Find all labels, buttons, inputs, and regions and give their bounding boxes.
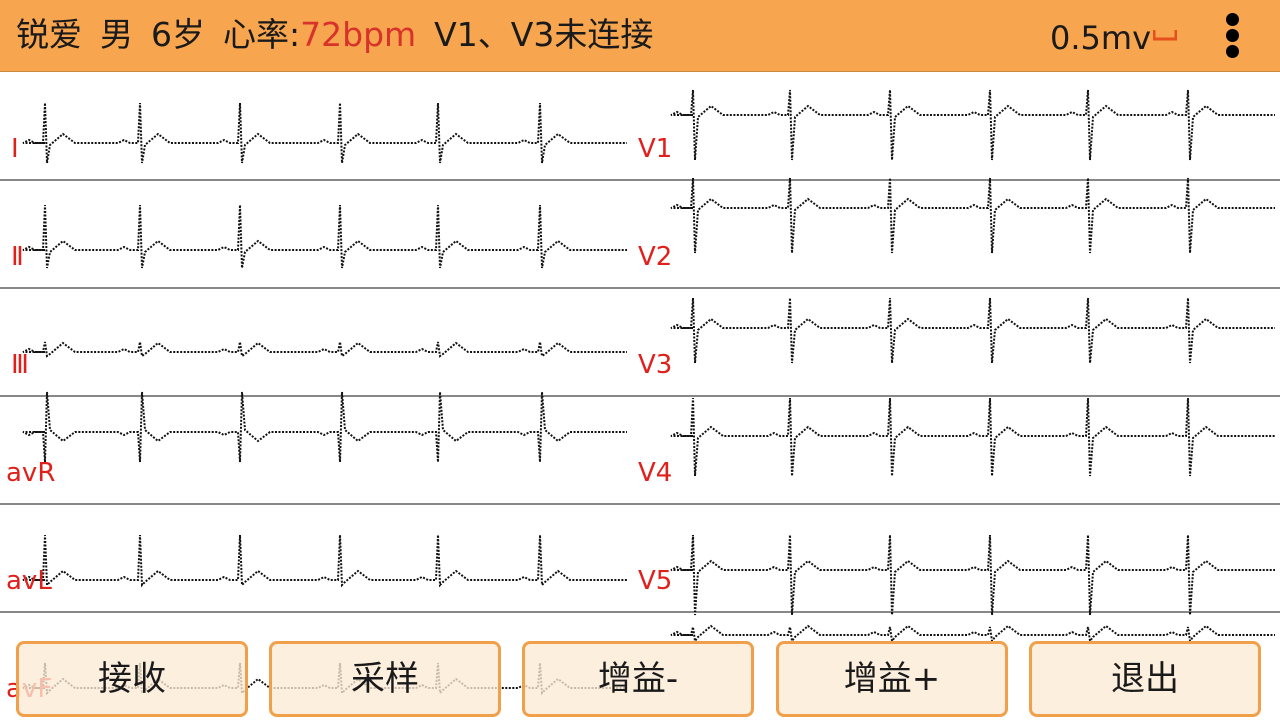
trace-V6-partial [670, 624, 1275, 644]
trace-V2 [670, 177, 1275, 254]
gain-value: 0.5mv [1050, 19, 1151, 57]
trace-I [22, 102, 627, 164]
lead-label-avL: avL [6, 566, 52, 596]
more-vert-icon[interactable] [1218, 10, 1246, 64]
patient-info: 锐爱男 6岁 心率:72bpm V1、V3未连接 [16, 15, 653, 55]
heart-rate-value: 72bpm [300, 15, 417, 54]
calibration-bracket-icon [1153, 30, 1177, 41]
trace-avR [22, 391, 627, 463]
trace-II [22, 204, 627, 269]
lead-status: V1、V3未连接 [434, 15, 654, 54]
ecg-waveforms [0, 89, 1280, 696]
sample-button[interactable]: 采样 [269, 641, 501, 717]
trace-avL [22, 534, 627, 588]
gain-up-button[interactable]: 增益+ [776, 641, 1008, 717]
trace-III [22, 341, 627, 358]
heart-rate-label: 心率: [223, 15, 301, 54]
lead-label-V5: V5 [638, 566, 673, 596]
lead-label-V1: V1 [638, 134, 673, 164]
trace-V4 [670, 397, 1275, 477]
trace-avF [22, 662, 627, 696]
lead-label-V4: V4 [638, 458, 673, 488]
top-bar: 锐爱男 6岁 心率:72bpm V1、V3未连接 0.5mv [0, 0, 1280, 72]
exit-button[interactable]: 退出 [1029, 641, 1261, 717]
lead-label-avR: avR [6, 458, 56, 488]
receive-button[interactable]: 接收 [16, 641, 248, 717]
lead-label-II: Ⅱ [11, 242, 24, 272]
trace-V5 [670, 534, 1275, 616]
patient-age: 6岁 [151, 15, 205, 54]
lead-label-I: Ⅰ [11, 134, 19, 164]
lead-label-V2: V2 [638, 242, 673, 272]
lead-label-III: Ⅲ [11, 350, 29, 380]
ecg-grid: Ⅰ Ⅱ Ⅲ avR avL avF V1 V2 V3 V4 V5 [0, 73, 1280, 720]
patient-gender: 男 [100, 15, 133, 54]
patient-name: 锐爱 [16, 15, 82, 54]
lead-label-V3: V3 [638, 350, 673, 380]
trace-V1 [670, 89, 1275, 161]
trace-V3 [670, 297, 1275, 364]
gain-down-button[interactable]: 增益- [522, 641, 754, 717]
